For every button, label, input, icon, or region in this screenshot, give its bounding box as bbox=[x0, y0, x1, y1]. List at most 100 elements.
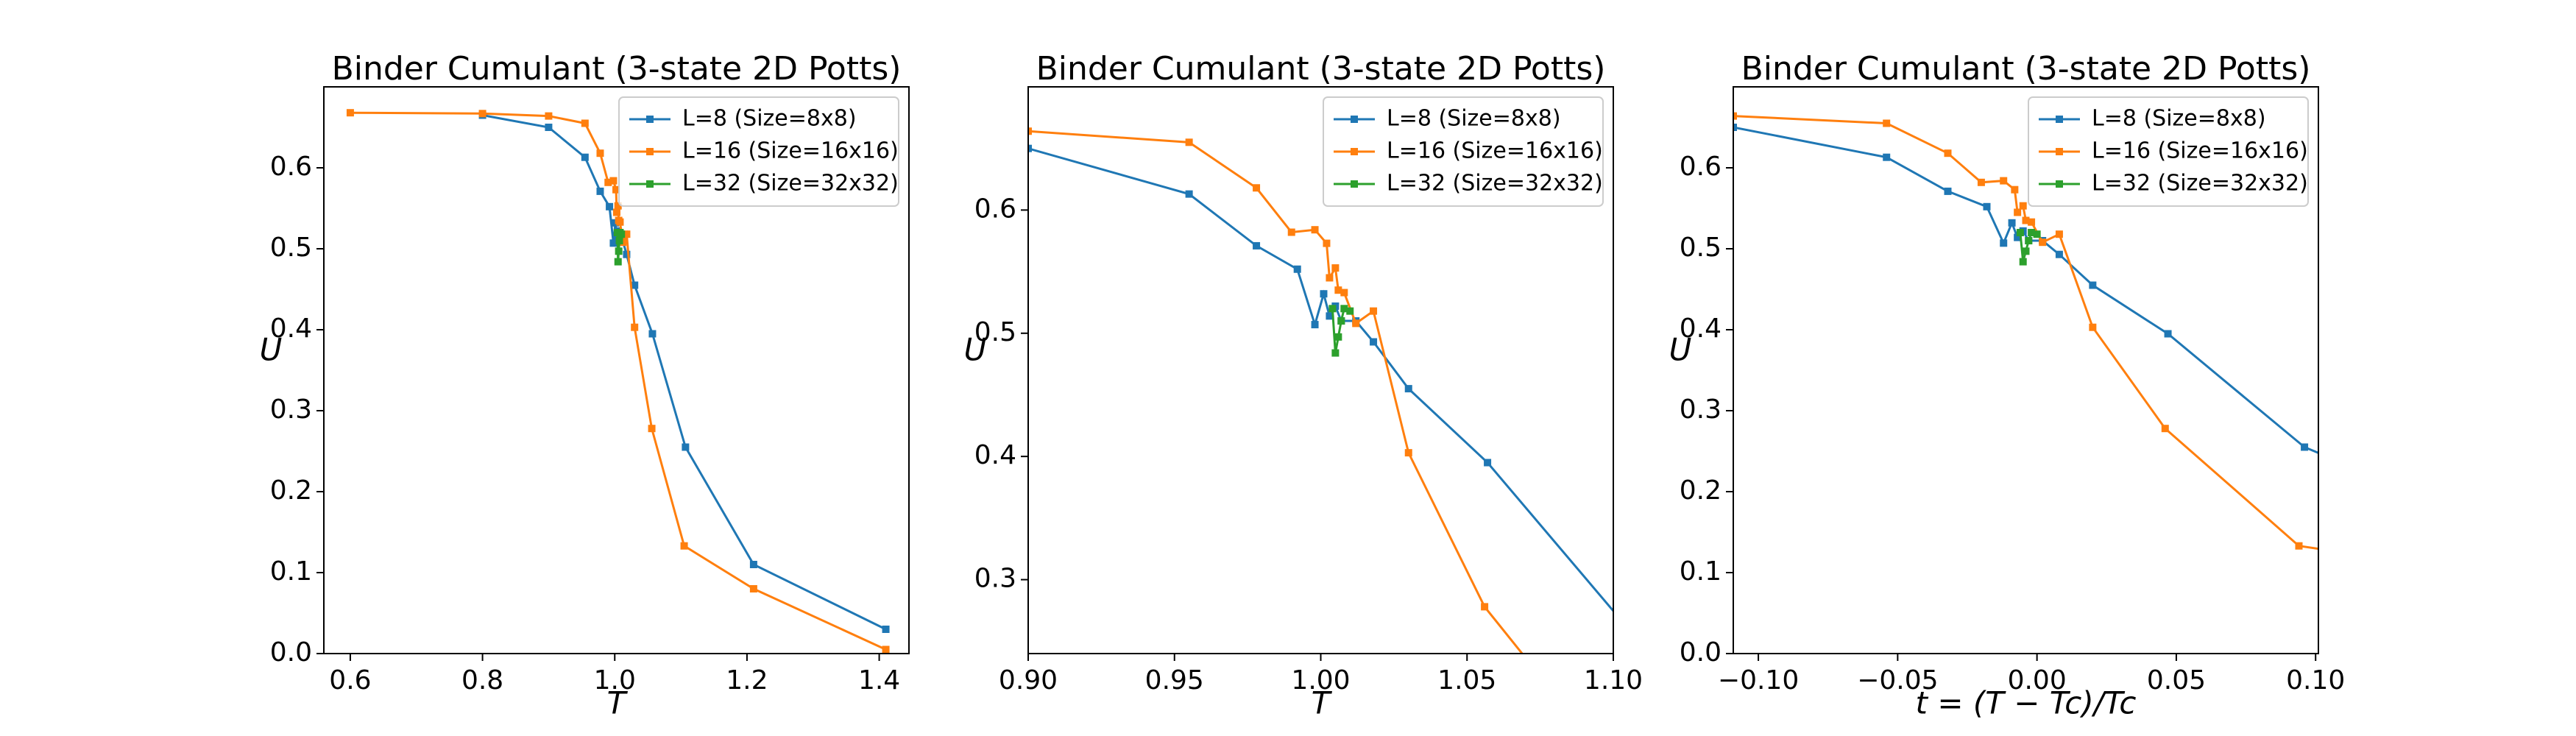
data-point bbox=[882, 626, 890, 633]
data-point bbox=[2033, 230, 2041, 238]
data-point bbox=[609, 177, 618, 185]
subplot: Binder Cumulant (3-state 2D Potts) 0.90 0.… bbox=[964, 50, 1643, 721]
data-point bbox=[612, 185, 620, 194]
data-point bbox=[631, 281, 639, 289]
legend-label: L=8 (Size=8x8) bbox=[682, 106, 857, 132]
data-point bbox=[596, 149, 604, 158]
data-point bbox=[1346, 307, 1354, 315]
x-tick-label: −0.10 bbox=[1718, 665, 1799, 696]
data-point bbox=[478, 110, 486, 118]
legend: L=8 (Size=8x8) L=16 (Size=16x16) L=32 (Siz… bbox=[2028, 96, 2309, 207]
data-point bbox=[618, 230, 626, 238]
data-point bbox=[1320, 290, 1328, 298]
legend-box bbox=[618, 96, 899, 207]
data-point bbox=[882, 645, 890, 654]
data-point bbox=[609, 239, 618, 247]
data-point bbox=[2089, 323, 2097, 331]
data-point bbox=[631, 323, 639, 331]
y-tick-label: 0.3 bbox=[974, 564, 1016, 594]
y-tick-label: 0.1 bbox=[270, 556, 312, 587]
y-tick-label: 0.2 bbox=[1680, 475, 1722, 506]
y-tick-label: 0.4 bbox=[270, 314, 312, 344]
data-point bbox=[1352, 319, 1360, 328]
plot-area bbox=[1028, 127, 1613, 654]
legend-label: L=32 (Size=32x32) bbox=[2092, 171, 2308, 197]
plot-area bbox=[346, 109, 890, 654]
data-point bbox=[1311, 321, 1319, 329]
x-tick-label: 0.90 bbox=[999, 665, 1058, 696]
data-point bbox=[1293, 265, 1301, 273]
data-point bbox=[2016, 229, 2024, 236]
data-point bbox=[2019, 202, 2027, 210]
data-point bbox=[1028, 127, 1032, 135]
legend-marker bbox=[1351, 180, 1358, 188]
chart-title: Binder Cumulant (3-state 2D Potts) bbox=[1036, 50, 1606, 88]
data-point bbox=[2014, 208, 2022, 216]
x-tick-label: 1.00 bbox=[1291, 665, 1350, 696]
data-point bbox=[2161, 425, 2169, 433]
plot-area bbox=[1733, 112, 2318, 551]
y-tick-label: 0.0 bbox=[1680, 637, 1722, 668]
data-point bbox=[1983, 202, 1991, 210]
x-tick-label: 1.2 bbox=[726, 665, 768, 696]
data-point bbox=[2025, 237, 2033, 244]
subplot: Binder Cumulant (3-state 2D Potts) 0.6 0.8… bbox=[260, 50, 910, 721]
data-point bbox=[346, 109, 354, 117]
data-point bbox=[2089, 281, 2097, 289]
data-point bbox=[1944, 149, 1952, 158]
data-point bbox=[604, 178, 612, 186]
x-axis-label: T bbox=[1312, 685, 1333, 721]
data-point bbox=[2055, 230, 2063, 238]
data-point bbox=[2164, 330, 2172, 338]
legend-marker bbox=[1351, 148, 1358, 155]
legend: L=8 (Size=8x8) L=16 (Size=16x16) L=32 (Siz… bbox=[1323, 96, 1604, 207]
x-tick-label: 1.4 bbox=[858, 665, 900, 696]
data-point bbox=[596, 187, 604, 195]
data-point bbox=[2301, 443, 2309, 451]
data-point bbox=[2022, 247, 2030, 255]
data-point bbox=[2055, 250, 2063, 258]
legend-label: L=16 (Size=16x16) bbox=[1387, 138, 1603, 164]
legend-label: L=8 (Size=8x8) bbox=[2092, 106, 2266, 132]
legend-marker bbox=[646, 116, 654, 123]
legend-label: L=16 (Size=16x16) bbox=[682, 138, 899, 164]
data-point bbox=[1326, 274, 1334, 282]
y-axis-label: U bbox=[260, 332, 283, 368]
data-point bbox=[1028, 144, 1032, 152]
data-point bbox=[1326, 312, 1334, 320]
x-tick-label: −0.05 bbox=[1857, 665, 1938, 696]
x-tick-label: 0.95 bbox=[1145, 665, 1204, 696]
data-point bbox=[1733, 124, 1737, 131]
data-point bbox=[648, 330, 657, 338]
legend-label: L=32 (Size=32x32) bbox=[1387, 171, 1603, 197]
data-point bbox=[1287, 228, 1295, 236]
y-tick-label: 0.5 bbox=[974, 317, 1016, 347]
data-point bbox=[682, 443, 690, 451]
data-point bbox=[1977, 178, 1985, 186]
y-tick-label: 0.4 bbox=[974, 440, 1016, 470]
axes-frame bbox=[1027, 86, 1614, 654]
data-point bbox=[612, 208, 620, 216]
legend-label: L=16 (Size=16x16) bbox=[2092, 138, 2308, 164]
data-point bbox=[581, 119, 589, 127]
x-axis-label: t = (T − Tc)/Tc bbox=[1916, 685, 2137, 721]
y-tick-label: 0.5 bbox=[270, 233, 312, 263]
chart-title: Binder Cumulant (3-state 2D Potts) bbox=[332, 50, 902, 88]
data-point bbox=[615, 237, 623, 244]
y-tick-label: 0.3 bbox=[270, 394, 312, 425]
legend-box bbox=[2028, 96, 2309, 207]
data-point bbox=[2028, 218, 2036, 226]
data-point bbox=[1370, 338, 1378, 346]
y-tick-label: 0.5 bbox=[1680, 233, 1722, 263]
data-point bbox=[1331, 264, 1340, 272]
data-point bbox=[1328, 305, 1337, 313]
legend-marker bbox=[1351, 116, 1358, 123]
legend-label: L=8 (Size=8x8) bbox=[1387, 106, 1561, 132]
data-point bbox=[606, 202, 614, 210]
data-point bbox=[1334, 333, 1342, 341]
y-tick-label: 0.1 bbox=[1680, 556, 1722, 587]
data-point bbox=[623, 230, 631, 238]
y-tick-label: 0.2 bbox=[270, 475, 312, 506]
data-point bbox=[749, 585, 757, 592]
